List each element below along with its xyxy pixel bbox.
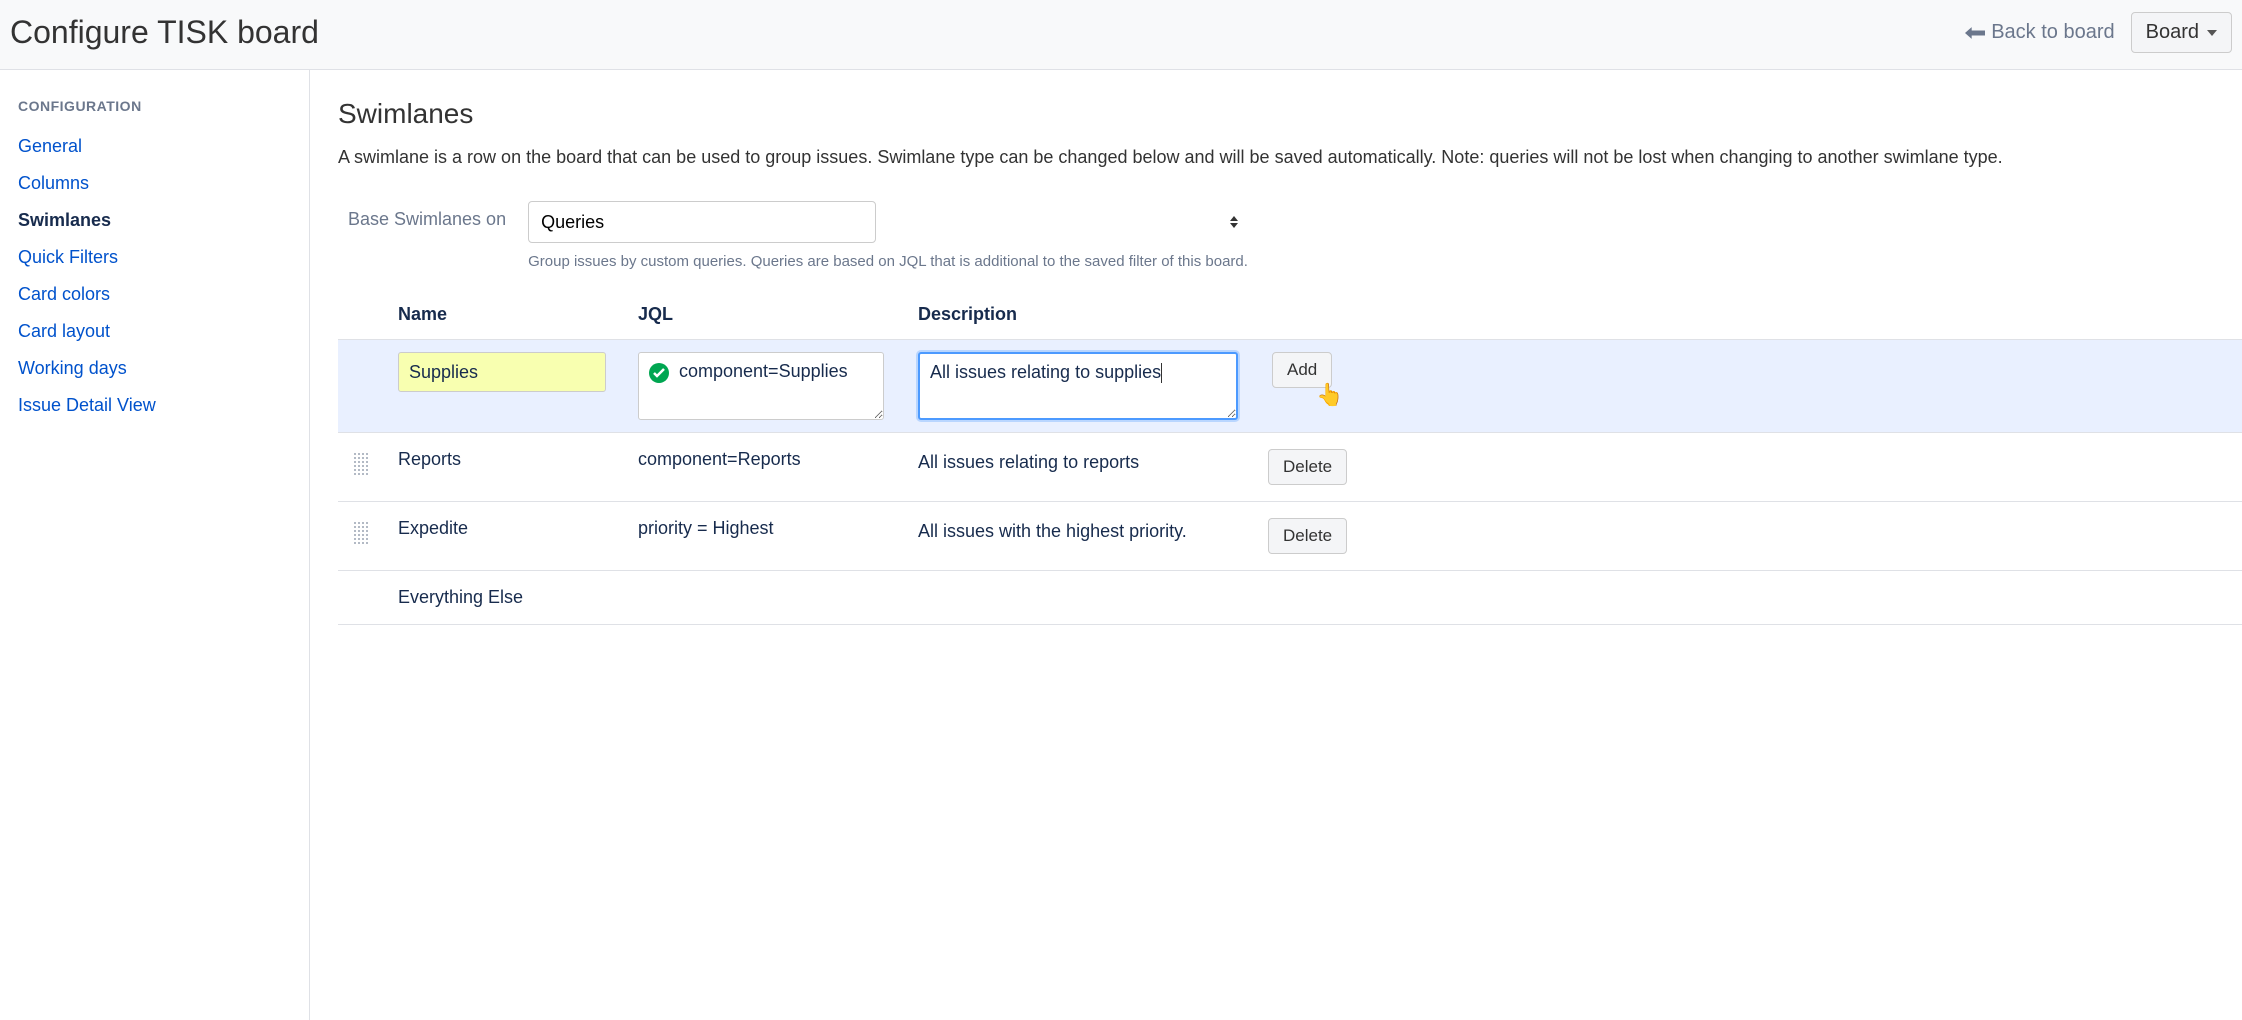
jql-text: component=Supplies [679,361,848,382]
basis-select[interactable]: Queries [528,201,876,243]
back-label: Back to board [1991,21,2114,44]
row-jql[interactable]: priority = Highest [638,518,918,539]
sidebar-heading: CONFIGURATION [18,98,291,114]
add-swimlane-row: component=Supplies All issues relating t… [338,339,2242,433]
drag-handle-icon[interactable] [354,453,370,475]
description-text: All issues relating to supplies [930,362,1161,382]
col-name: Name [398,304,638,325]
row-name[interactable]: Expedite [398,518,638,539]
topbar: Configure TISK board Back to board Board [0,0,2242,70]
sidebar-item-working-days[interactable]: Working days [18,350,291,387]
layout: CONFIGURATION GeneralColumnsSwimlanesQui… [0,70,2242,1020]
select-arrows-icon [1230,216,1238,228]
sidebar-item-columns[interactable]: Columns [18,165,291,202]
table-row: Reportscomponent=ReportsAll issues relat… [338,433,2242,502]
check-circle-icon [649,363,669,383]
top-actions: Back to board Board [1965,12,2232,53]
table-row: Expeditepriority = HighestAll issues wit… [338,502,2242,571]
chevron-down-icon [2207,30,2217,36]
board-dropdown-button[interactable]: Board [2131,12,2232,53]
table-header: Name JQL Description [338,296,2242,339]
back-to-board-link[interactable]: Back to board [1965,21,2114,44]
table-row: Everything Else [338,571,2242,625]
add-button[interactable]: Add [1272,352,1332,388]
sidebar-item-card-colors[interactable]: Card colors [18,276,291,313]
basis-label: Base Swimlanes on [338,201,506,230]
nav-list: GeneralColumnsSwimlanesQuick FiltersCard… [18,128,291,424]
col-description: Description [918,304,1268,325]
swimlane-jql-input[interactable]: component=Supplies [638,352,884,420]
section-description: A swimlane is a row on the board that ca… [338,144,2242,171]
sidebar-item-quick-filters[interactable]: Quick Filters [18,239,291,276]
sidebar-item-card-layout[interactable]: Card layout [18,313,291,350]
sidebar-item-issue-detail-view[interactable]: Issue Detail View [18,387,291,424]
swimlane-name-input[interactable] [398,352,606,392]
delete-button[interactable]: Delete [1268,518,1347,554]
page-title: Configure TISK board [10,14,319,51]
row-jql[interactable]: component=Reports [638,449,918,470]
drag-handle-icon[interactable] [354,522,370,544]
swimlane-table: Name JQL Description component=Supplies [338,296,2242,625]
arrow-left-icon [1965,26,1985,40]
basis-help: Group issues by custom queries. Queries … [528,253,1248,270]
text-cursor [1161,363,1162,383]
row-description[interactable]: All issues with the highest priority. [918,518,1268,544]
sidebar: CONFIGURATION GeneralColumnsSwimlanesQui… [0,70,310,1020]
basis-select-wrap-inner: Queries [528,201,1248,243]
row-name[interactable]: Everything Else [398,587,638,608]
swimlane-description-input[interactable]: All issues relating to supplies [918,352,1238,420]
board-button-label: Board [2146,21,2199,44]
basis-select-wrap: Queries Group issues by custom queries. … [528,201,1248,270]
col-jql: JQL [638,304,918,325]
row-description[interactable]: All issues relating to reports [918,449,1268,475]
sidebar-item-swimlanes[interactable]: Swimlanes [18,202,291,239]
basis-row: Base Swimlanes on Queries Group issues b… [338,201,2242,270]
sidebar-item-general[interactable]: General [18,128,291,165]
row-name[interactable]: Reports [398,449,638,470]
main: Swimlanes A swimlane is a row on the boa… [310,70,2242,1020]
section-title: Swimlanes [338,98,2242,130]
delete-button[interactable]: Delete [1268,449,1347,485]
